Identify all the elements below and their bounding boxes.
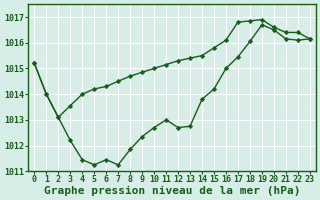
X-axis label: Graphe pression niveau de la mer (hPa): Graphe pression niveau de la mer (hPa) (44, 186, 300, 196)
